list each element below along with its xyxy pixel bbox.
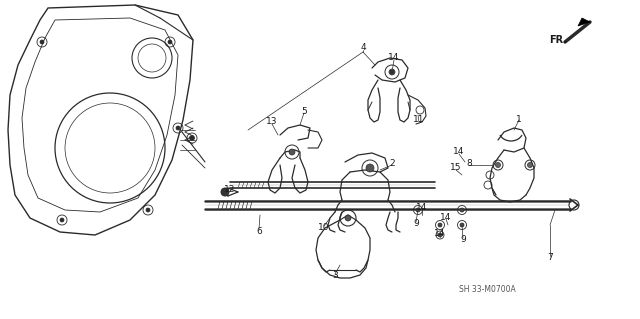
- Text: 14: 14: [416, 204, 428, 212]
- Circle shape: [416, 208, 420, 212]
- Text: 12: 12: [224, 186, 236, 195]
- Text: 3: 3: [332, 271, 338, 280]
- Circle shape: [438, 223, 442, 227]
- Text: SH 33-M0700A: SH 33-M0700A: [459, 286, 515, 294]
- Text: 8: 8: [466, 159, 472, 167]
- Circle shape: [146, 208, 150, 212]
- Circle shape: [389, 69, 395, 75]
- Text: 13: 13: [266, 117, 278, 127]
- Text: 2: 2: [389, 159, 395, 167]
- Circle shape: [345, 215, 351, 221]
- Text: 14: 14: [440, 212, 452, 221]
- Circle shape: [390, 70, 394, 74]
- Circle shape: [189, 136, 195, 140]
- Text: 14: 14: [435, 229, 445, 239]
- Text: 14: 14: [453, 147, 465, 157]
- Text: 4: 4: [360, 43, 366, 53]
- Text: 9: 9: [413, 219, 419, 228]
- Text: 6: 6: [256, 226, 262, 235]
- Circle shape: [176, 126, 180, 130]
- Circle shape: [495, 162, 500, 167]
- Text: FR.: FR.: [549, 35, 567, 45]
- Text: 7: 7: [547, 254, 553, 263]
- Circle shape: [460, 208, 464, 212]
- Text: 10: 10: [318, 224, 330, 233]
- Text: 1: 1: [516, 115, 522, 124]
- Text: 9: 9: [460, 235, 466, 244]
- Circle shape: [289, 149, 295, 155]
- Text: 14: 14: [388, 54, 400, 63]
- Circle shape: [366, 164, 374, 172]
- Circle shape: [221, 188, 229, 196]
- Text: 11: 11: [413, 115, 425, 124]
- Circle shape: [438, 233, 442, 237]
- Polygon shape: [578, 18, 590, 26]
- Text: 5: 5: [301, 108, 307, 116]
- Circle shape: [168, 40, 172, 44]
- Circle shape: [527, 162, 532, 167]
- Text: 15: 15: [451, 164, 461, 173]
- Circle shape: [40, 40, 44, 44]
- Circle shape: [60, 218, 64, 222]
- Circle shape: [460, 223, 464, 227]
